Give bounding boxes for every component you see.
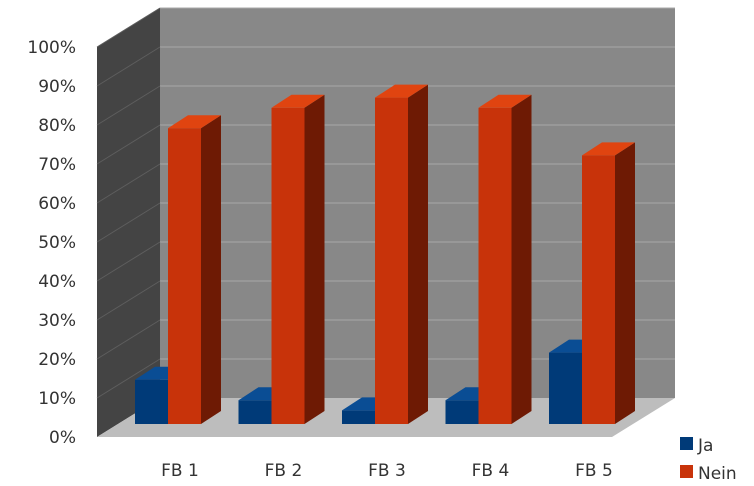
bar-front [342, 410, 375, 424]
legend-swatch-ja [680, 437, 693, 450]
bars [135, 84, 635, 425]
bar-nein-fb1 [168, 115, 221, 424]
side-gridline [96, 202, 161, 243]
bar-front [271, 107, 305, 425]
bar-side [511, 94, 532, 425]
bar-top [168, 115, 221, 129]
bar-front [168, 128, 201, 424]
side-gridline [96, 241, 161, 282]
bar-front [549, 352, 582, 424]
bar-nein-fb3 [375, 84, 428, 424]
y-tick-label: 0% [49, 428, 76, 448]
bar-top [478, 94, 532, 108]
bar-front [478, 107, 512, 425]
side-gridline [96, 46, 161, 87]
bar-nein-fb5 [582, 142, 635, 424]
y-tick-label: 90% [38, 77, 76, 97]
x-tick-label: FB 1 [161, 461, 199, 481]
y-tick-label: 60% [38, 194, 76, 214]
bar-side [408, 84, 428, 424]
legend: Ja Nein [680, 436, 737, 484]
side-gridline [96, 280, 161, 321]
y-tick-label: 50% [38, 233, 76, 253]
x-tick-label: FB 2 [265, 461, 303, 481]
bar-front [135, 379, 168, 424]
bar-front [582, 155, 615, 424]
side-gridline [96, 358, 161, 399]
bar-side [615, 142, 635, 424]
bar-top [375, 84, 428, 98]
x-tick-label: FB 5 [575, 461, 613, 481]
bar-top [582, 142, 635, 156]
side-gridline [96, 319, 161, 360]
side-gridline [96, 7, 161, 48]
bar-side [304, 94, 325, 425]
x-axis-ticks: FB 1 FB 2 FB 3 FB 4 FB 5 [161, 461, 613, 481]
y-tick-label: 100% [27, 38, 76, 58]
y-tick-label: 10% [38, 389, 76, 409]
bar-side [201, 115, 221, 424]
legend-label-nein: Nein [698, 464, 737, 484]
legend-label-ja: Ja [697, 436, 713, 456]
side-gridlines [96, 7, 161, 399]
bar-front [375, 97, 408, 424]
y-tick-label: 20% [38, 350, 76, 370]
legend-swatch-nein [680, 465, 693, 478]
x-tick-label: FB 3 [368, 461, 406, 481]
y-tick-label: 80% [38, 116, 76, 136]
side-gridline [96, 85, 161, 126]
bar-front [445, 400, 479, 424]
x-tick-label: FB 4 [472, 461, 510, 481]
y-tick-label: 40% [38, 272, 76, 292]
y-tick-label: 70% [38, 155, 76, 175]
y-tick-label: 30% [38, 311, 76, 331]
bar-nein-fb2 [271, 94, 325, 425]
bar-top [271, 94, 325, 108]
bar-nein-fb4 [478, 94, 532, 425]
side-gridline [96, 163, 161, 204]
y-axis-ticks: 0% 10% 20% 30% 40% 50% 60% 70% 80% 90% 100% [27, 38, 76, 448]
side-gridline [96, 124, 161, 165]
bar-front [238, 400, 272, 424]
